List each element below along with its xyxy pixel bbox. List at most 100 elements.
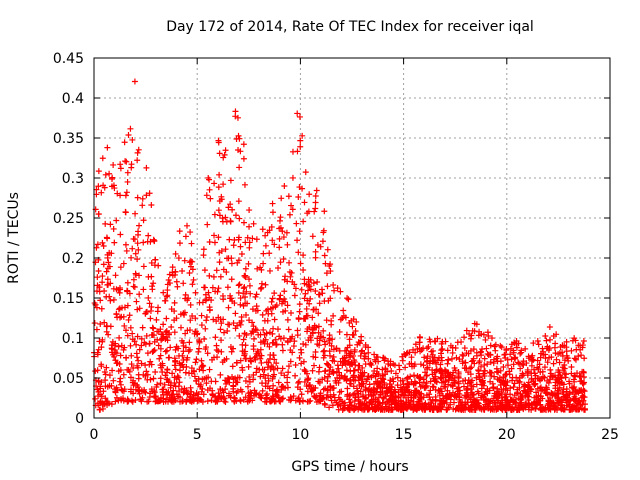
data-point: [201, 335, 208, 342]
data-point: [406, 349, 413, 356]
data-point: [117, 231, 124, 238]
data-point: [518, 393, 525, 400]
data-point: [476, 358, 483, 365]
data-point: [581, 355, 588, 362]
data-point: [579, 342, 586, 349]
data-point: [503, 393, 510, 400]
data-point: [224, 284, 231, 291]
data-point: [287, 358, 294, 365]
data-point: [322, 260, 329, 267]
data-point: [368, 374, 375, 381]
data-point: [309, 314, 316, 321]
data-point: [326, 332, 333, 339]
data-point: [228, 348, 235, 355]
data-point: [336, 369, 343, 376]
data-point: [376, 400, 383, 407]
data-point: [280, 234, 287, 241]
data-point: [426, 391, 433, 398]
data-point: [220, 154, 227, 161]
data-point: [221, 398, 228, 405]
data-point: [288, 335, 295, 342]
data-point: [447, 401, 454, 408]
data-point: [100, 261, 107, 268]
data-point: [117, 165, 124, 172]
data-point: [124, 302, 131, 309]
data-point: [134, 362, 141, 369]
data-point: [201, 267, 208, 274]
data-point: [269, 237, 276, 244]
data-point: [151, 393, 158, 400]
data-point: [504, 356, 511, 363]
data-point: [530, 340, 537, 347]
data-point: [459, 399, 466, 406]
data-point: [319, 238, 326, 245]
data-point: [522, 382, 529, 389]
data-point: [251, 387, 258, 394]
data-point: [240, 219, 247, 226]
data-point: [104, 281, 111, 288]
data-point: [132, 210, 139, 217]
data-point: [449, 349, 456, 356]
data-point: [407, 401, 414, 408]
data-point: [555, 374, 562, 381]
data-point: [493, 365, 500, 372]
data-point: [395, 394, 402, 401]
data-point: [363, 378, 370, 385]
data-point: [225, 204, 232, 211]
data-point: [124, 279, 131, 286]
data-point: [404, 374, 411, 381]
data-point: [113, 311, 120, 318]
data-point: [180, 348, 187, 355]
data-point: [196, 338, 203, 345]
data-point: [249, 235, 256, 242]
data-point: [463, 327, 470, 334]
data-point: [487, 342, 494, 349]
data-point: [104, 322, 111, 329]
data-point: [379, 366, 386, 373]
data-point: [257, 394, 264, 401]
data-point: [172, 346, 179, 353]
data-point: [490, 356, 497, 363]
data-point: [448, 355, 455, 362]
data-point: [236, 281, 243, 288]
data-point: [453, 392, 460, 399]
data-point: [413, 390, 420, 397]
data-point: [292, 372, 299, 379]
data-point: [173, 376, 180, 383]
data-point: [214, 288, 221, 295]
data-point: [437, 368, 444, 375]
data-point: [151, 338, 158, 345]
data-point: [492, 399, 499, 406]
data-point: [389, 375, 396, 382]
data-point: [359, 347, 366, 354]
data-point: [104, 265, 111, 272]
data-point: [103, 268, 110, 275]
data-point: [545, 379, 552, 386]
data-point: [250, 335, 257, 342]
data-point: [216, 150, 223, 157]
data-point: [223, 380, 230, 387]
data-point: [177, 324, 184, 331]
data-point: [236, 332, 243, 339]
data-point: [266, 329, 273, 336]
data-point: [422, 383, 429, 390]
data-point: [412, 349, 419, 356]
data-point: [445, 376, 452, 383]
data-point: [299, 132, 306, 139]
data-point: [147, 238, 154, 245]
data-point: [108, 401, 115, 408]
data-point: [539, 386, 546, 393]
data-point: [578, 405, 585, 412]
data-point: [193, 356, 200, 363]
data-point: [147, 376, 154, 383]
data-point: [213, 397, 220, 404]
data-point: [189, 281, 196, 288]
data-point: [437, 400, 444, 407]
data-point: [263, 307, 270, 314]
data-point: [320, 348, 327, 355]
data-point: [432, 378, 439, 385]
data-point: [528, 358, 535, 365]
data-point: [95, 211, 102, 218]
data-point: [297, 260, 304, 267]
